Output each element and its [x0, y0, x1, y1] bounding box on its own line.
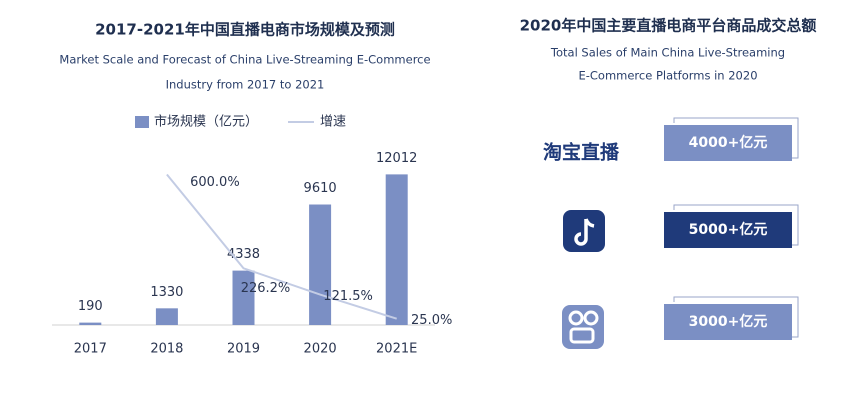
chart-subtitle: Industry from 2017 to 2021 — [166, 78, 325, 92]
data-label: 600.0% — [190, 175, 240, 190]
panel-subtitle: Total Sales of Main China Live-Streaming — [550, 46, 785, 60]
line — [166, 173, 398, 320]
chart-subtitle: Market Scale and Forecast of China Live-… — [59, 53, 430, 67]
logo-glyph — [569, 327, 595, 344]
logo-glyph — [574, 218, 595, 246]
x-tick-label: 2020 — [304, 342, 337, 357]
bar — [79, 322, 102, 325]
chart-title: 2017-2021年中国直播电商市场规模及预测 — [95, 21, 395, 39]
value-box — [664, 125, 792, 161]
x-tick-label: 2018 — [150, 342, 183, 357]
data-label: 190 — [78, 299, 103, 314]
logo-glyph — [583, 310, 599, 326]
bar — [155, 308, 178, 325]
logo-bg — [563, 210, 605, 252]
legend-label: 市场规模（亿元） — [154, 114, 258, 130]
data-label: 226.2% — [241, 281, 291, 296]
logo-bg — [540, 137, 622, 167]
bar — [232, 270, 255, 325]
taobao-logo: 淘宝直播 — [540, 137, 622, 167]
data-label: 12012 — [376, 151, 417, 166]
x-tick-label: 2019 — [227, 342, 260, 357]
legend-swatch — [135, 116, 149, 128]
data-label: 121.5% — [323, 289, 373, 304]
douyin-logo — [563, 210, 605, 252]
value-label: 5000+亿元 — [689, 221, 768, 238]
panel-subtitle: E-Commerce Platforms in 2020 — [578, 69, 757, 83]
bar — [385, 174, 408, 325]
legend-label: 增速 — [320, 115, 346, 130]
logo-text: 淘宝直播 — [543, 141, 620, 164]
box-outline — [673, 204, 799, 246]
logo-glyph — [568, 310, 584, 326]
value-box — [664, 212, 792, 248]
x-tick-label: 2021E — [376, 342, 417, 357]
box-outline — [673, 296, 799, 338]
box-outline — [673, 117, 799, 159]
value-label: 4000+亿元 — [689, 134, 768, 151]
value-label: 3000+亿元 — [689, 313, 768, 330]
value-box — [664, 304, 792, 340]
panel-title: 2020年中国主要直播电商平台商品成交总额 — [520, 17, 817, 35]
data-label: 9610 — [304, 181, 337, 196]
bar — [309, 204, 332, 325]
x-tick-label: 2017 — [74, 342, 107, 357]
data-label: 1330 — [150, 285, 183, 300]
kuaishou-logo — [562, 305, 604, 349]
data-label: 25.0% — [411, 313, 452, 328]
